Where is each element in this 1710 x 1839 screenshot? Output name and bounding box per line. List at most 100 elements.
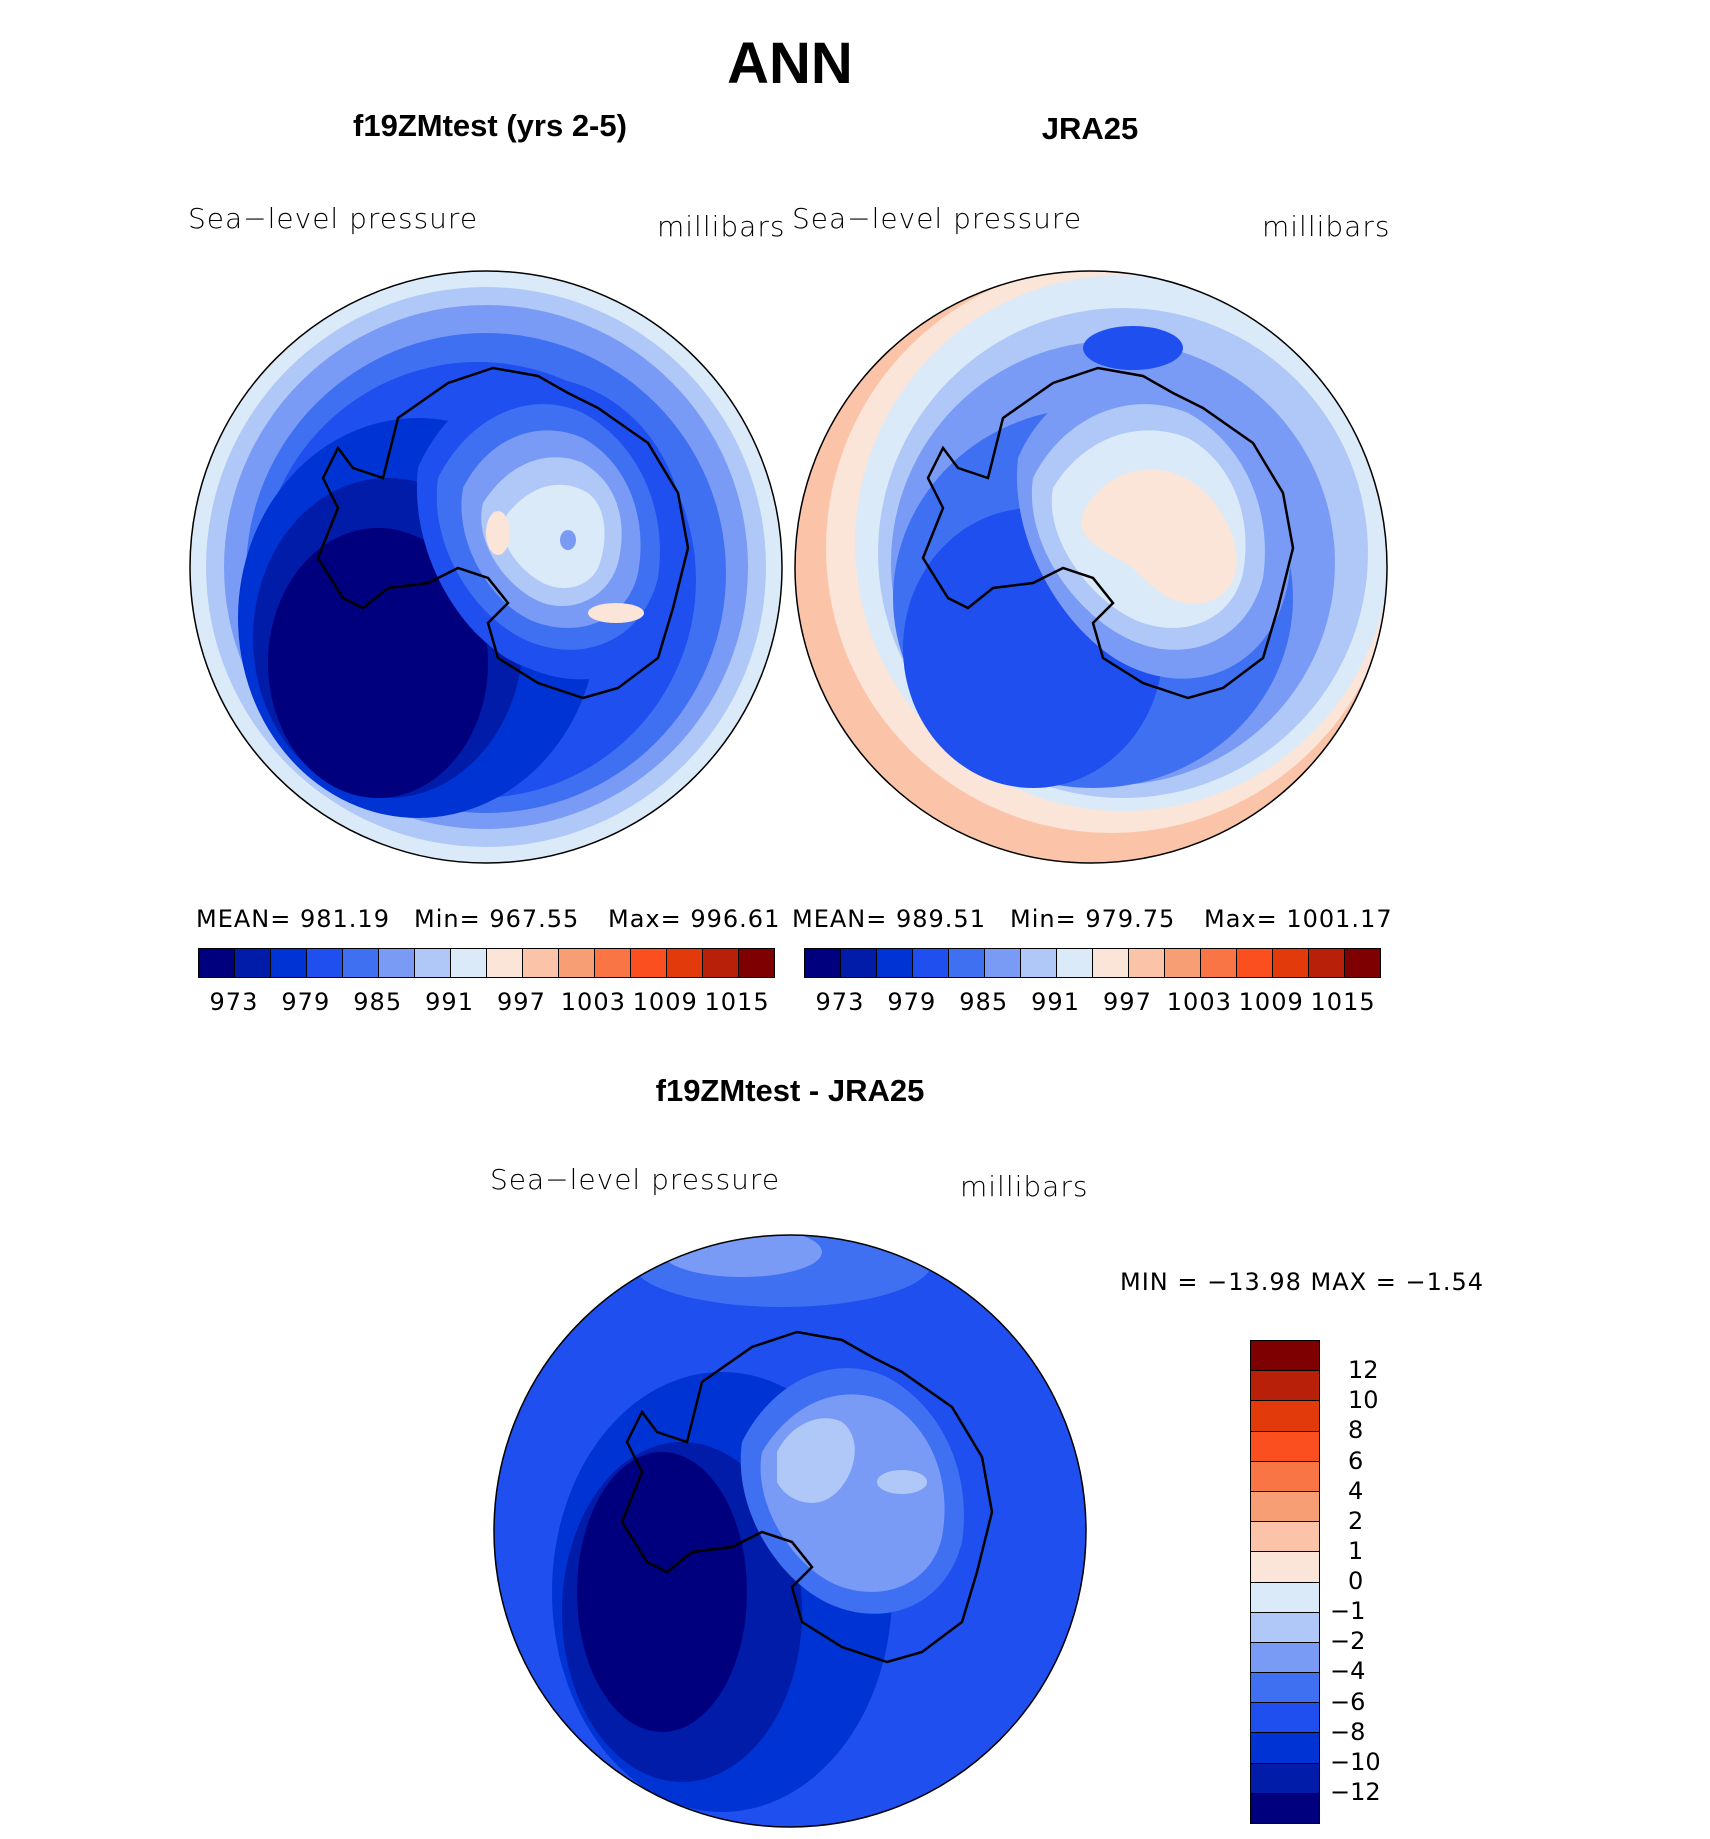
colorbar-tick-label: 1003 xyxy=(560,988,626,1016)
colorbar-box xyxy=(1251,1461,1319,1492)
colorbar-box xyxy=(949,949,985,977)
colorbar-box xyxy=(271,949,307,977)
panel-2-max: Max= 1001.17 xyxy=(1204,905,1393,933)
colorbar-tick-label: 991 xyxy=(1031,988,1080,1016)
colorbar-box xyxy=(1309,949,1345,977)
panel-1-colorbar xyxy=(198,948,775,978)
colorbar-tick-label: 1015 xyxy=(704,988,770,1016)
colorbar-tick-label: −4 xyxy=(1330,1657,1366,1686)
panel-3-variable-label: Sea−level pressure xyxy=(490,1163,781,1196)
colorbar-box xyxy=(1251,1522,1319,1553)
colorbar-box xyxy=(913,949,949,977)
colorbar-box xyxy=(451,949,487,977)
colorbar-tick-label: 12 xyxy=(1348,1356,1379,1385)
colorbar-box xyxy=(739,949,774,977)
colorbar-tick-label: 979 xyxy=(887,988,937,1016)
colorbar-tick-label: −8 xyxy=(1330,1717,1366,1746)
panel-1-variable-label: Sea−level pressure xyxy=(188,202,479,235)
colorbar-tick-label: −6 xyxy=(1330,1687,1366,1716)
panel-2-colorbar-ticks: 973 979 985 991 997 1003 1009 1015 xyxy=(804,988,1379,1018)
colorbar-box xyxy=(1057,949,1093,977)
colorbar-box xyxy=(985,949,1021,977)
colorbar-box xyxy=(1093,949,1129,977)
panel-1-polar-map xyxy=(189,270,783,864)
colorbar-tick-label: 973 xyxy=(815,988,865,1016)
colorbar-tick-label: −1 xyxy=(1330,1597,1366,1626)
panel-2-min: Min= 979.75 xyxy=(1010,905,1176,933)
colorbar-box xyxy=(1251,1763,1319,1794)
colorbar-tick-label: 1003 xyxy=(1166,988,1232,1016)
panel-3-units-label: millibars xyxy=(960,1170,1089,1203)
colorbar-box xyxy=(523,949,559,977)
colorbar-box xyxy=(559,949,595,977)
colorbar-box xyxy=(307,949,343,977)
panel-1-title: f19ZMtest (yrs 2-5) xyxy=(353,108,627,143)
panel-3-colorbar-ticks: 12 10 8 6 4 2 1 0 −1 −2 −4 −6 −8 −10 −12 xyxy=(1330,1340,1430,1822)
panel-3-min-max: MIN = −13.98 MAX = −1.54 xyxy=(1120,1268,1485,1296)
colorbar-box xyxy=(1273,949,1309,977)
colorbar-tick-label: 6 xyxy=(1348,1446,1364,1475)
colorbar-box xyxy=(1251,1733,1319,1764)
panel-3-title: f19ZMtest - JRA25 xyxy=(655,1073,925,1108)
colorbar-tick-label: 973 xyxy=(209,988,259,1016)
colorbar-box xyxy=(1251,1401,1319,1432)
colorbar-tick-label: −2 xyxy=(1330,1627,1366,1656)
colorbar-box xyxy=(1251,1491,1319,1523)
colorbar-box xyxy=(1345,949,1380,977)
panel-3-colorbar xyxy=(1250,1340,1320,1824)
colorbar-box xyxy=(877,949,913,977)
colorbar-box xyxy=(379,949,415,977)
panel-1-min: Min= 967.55 xyxy=(414,905,580,933)
colorbar-box xyxy=(1129,949,1165,977)
colorbar-tick-label: 1009 xyxy=(1238,988,1304,1016)
colorbar-box xyxy=(487,949,523,977)
colorbar-tick-label: −12 xyxy=(1330,1777,1381,1806)
panel-1-units-label: millibars xyxy=(657,210,786,243)
colorbar-box xyxy=(1251,1431,1319,1462)
colorbar-tick-label: 1015 xyxy=(1310,988,1376,1016)
colorbar-tick-label: 2 xyxy=(1348,1506,1364,1535)
colorbar-box xyxy=(1251,1642,1319,1674)
colorbar-box xyxy=(199,949,235,977)
colorbar-tick-label: 8 xyxy=(1348,1416,1364,1445)
colorbar-box xyxy=(631,949,667,977)
colorbar-box xyxy=(667,949,703,977)
colorbar-box xyxy=(343,949,379,977)
panel-2-polar-map xyxy=(794,270,1388,864)
colorbar-box xyxy=(703,949,739,977)
panel-1-max: Max= 996.61 xyxy=(608,905,781,933)
panel-2-mean: MEAN= 989.51 xyxy=(792,905,986,933)
colorbar-tick-label: 979 xyxy=(281,988,331,1016)
colorbar-tick-label: 0 xyxy=(1348,1567,1364,1595)
colorbar-tick-label: 10 xyxy=(1348,1386,1379,1415)
colorbar-tick-label: 997 xyxy=(1103,988,1152,1016)
colorbar-tick-label: 985 xyxy=(353,988,403,1016)
colorbar-tick-label: 997 xyxy=(497,988,546,1016)
panel-2-variable-label: Sea−level pressure xyxy=(792,202,1083,235)
panel-1-mean: MEAN= 981.19 xyxy=(196,905,390,933)
colorbar-box xyxy=(595,949,631,977)
colorbar-tick-label: 991 xyxy=(425,988,474,1016)
panel-1-colorbar-ticks: 973 979 985 991 997 1003 1009 1015 xyxy=(198,988,773,1018)
colorbar-box xyxy=(1201,949,1237,977)
colorbar-box xyxy=(1165,949,1201,977)
colorbar-box xyxy=(1251,1793,1319,1823)
colorbar-tick-label: 985 xyxy=(959,988,1009,1016)
colorbar-tick-label: 1009 xyxy=(632,988,698,1016)
panel-2-colorbar xyxy=(804,948,1381,978)
colorbar-tick-label: 1 xyxy=(1348,1536,1364,1565)
panel-2-title: JRA25 xyxy=(1041,111,1139,146)
colorbar-box xyxy=(805,949,841,977)
colorbar-box xyxy=(1251,1673,1319,1704)
colorbar-box xyxy=(1251,1371,1319,1402)
colorbar-box xyxy=(841,949,877,977)
colorbar-box xyxy=(1251,1612,1319,1643)
colorbar-tick-label: 4 xyxy=(1348,1476,1364,1505)
colorbar-box xyxy=(415,949,451,977)
panel-2-units-label: millibars xyxy=(1262,210,1391,243)
colorbar-box xyxy=(235,949,271,977)
colorbar-box xyxy=(1251,1582,1319,1613)
panel-3-polar-map xyxy=(493,1234,1087,1828)
colorbar-tick-label: −10 xyxy=(1330,1747,1381,1776)
colorbar-box xyxy=(1237,949,1273,977)
